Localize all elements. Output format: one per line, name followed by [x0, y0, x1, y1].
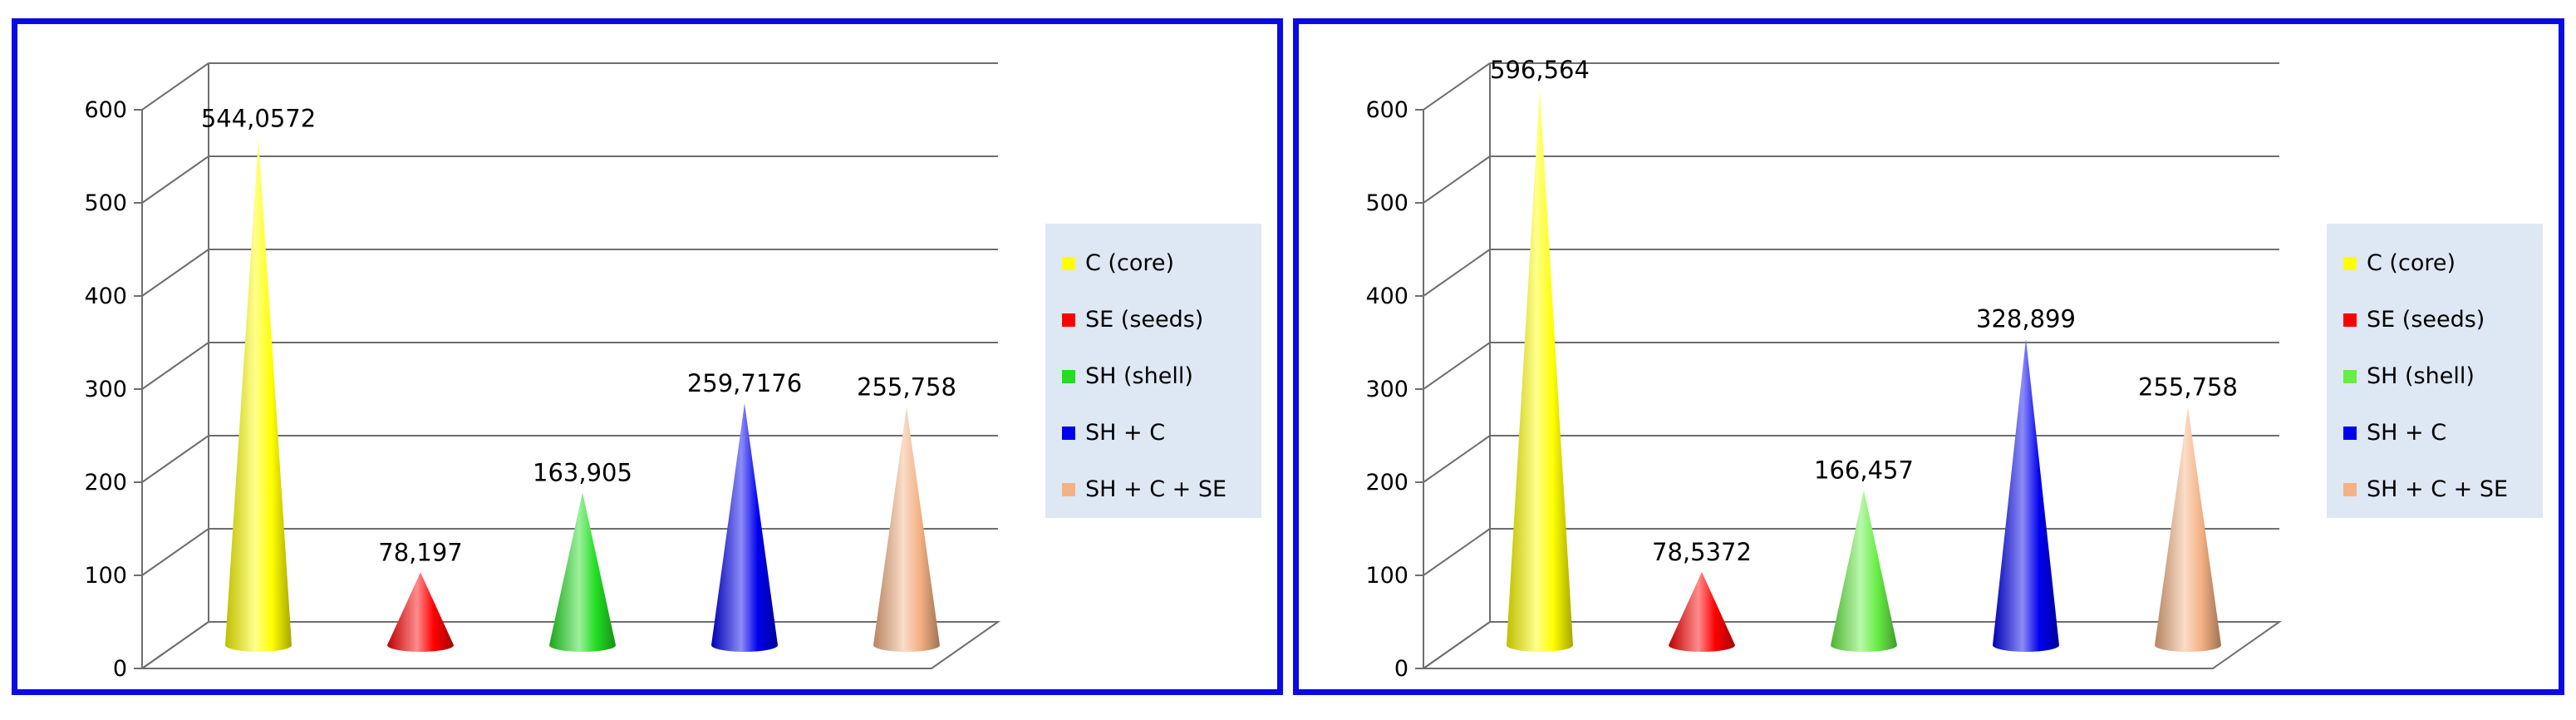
- data-label: 328,899: [1976, 305, 2076, 333]
- cone-3: [549, 492, 616, 652]
- legend-swatch: [2343, 313, 2357, 327]
- legend-label: C (core): [1085, 250, 1174, 276]
- chart-panel-left: 0 100 200 300 400 500 600 544,0572 78,197 163,905…: [12, 18, 1283, 695]
- legend-swatch: [1062, 257, 1075, 270]
- cone-body: [1831, 490, 1897, 652]
- y-tick-label: 500: [84, 190, 127, 216]
- cone-body: [1993, 338, 2059, 652]
- cone-body: [549, 492, 616, 652]
- gridline-diagonal: [141, 155, 209, 204]
- y-tick-label: 400: [1365, 284, 1408, 309]
- legend-label: SH + C + SE: [2367, 476, 2508, 502]
- cone-1: [1507, 89, 1573, 652]
- y-tick-label: 0: [1394, 656, 1408, 682]
- cone-body: [1669, 572, 1735, 652]
- legend-swatch: [1062, 370, 1075, 383]
- legend-swatch: [2343, 427, 2357, 440]
- legend-swatch: [2343, 483, 2357, 496]
- legend: C (core) SE (seeds) SH (shell) SH + C SH + C…: [2327, 224, 2543, 518]
- cone-body: [1507, 89, 1573, 652]
- y-tick-label: 0: [113, 656, 127, 682]
- chart-svg: 0 100 200 300 400 500 600 544,0572 78,197 163,905…: [84, 62, 1261, 682]
- legend-swatch: [1062, 313, 1075, 327]
- chart-floor: [1420, 621, 2283, 669]
- y-tick-label: 600: [84, 97, 127, 123]
- legend-label: SH + C: [2367, 420, 2446, 446]
- cone-body: [225, 138, 292, 652]
- cone-4: [1993, 338, 2059, 652]
- y-tick-label: 300: [84, 377, 127, 402]
- gridline-diagonal: [1423, 249, 1491, 297]
- cone-3: [1831, 490, 1897, 652]
- legend-label: C (core): [2367, 250, 2456, 276]
- legend-label: SH (shell): [2367, 363, 2475, 389]
- y-tick-label: 100: [1365, 563, 1408, 589]
- cone-body: [873, 407, 940, 652]
- data-label: 596,564: [1490, 56, 1590, 84]
- y-tick-label: 200: [1365, 470, 1408, 496]
- cone-body: [387, 572, 454, 652]
- legend-swatch: [2343, 257, 2357, 270]
- legend: C (core) SE (seeds) SH (shell) SH + C SH + C…: [1045, 224, 1261, 518]
- gridline-diagonal: [1423, 528, 1491, 576]
- chart-panel-right: 0 100 200 300 400 500 600 596,564 78,5372 166,457…: [1293, 18, 2564, 695]
- cone-4: [711, 403, 778, 652]
- legend-swatch: [2343, 370, 2357, 383]
- cone-body: [2155, 407, 2221, 652]
- data-label: 78,197: [378, 538, 462, 566]
- data-label: 163,905: [533, 458, 632, 486]
- gridline-diagonal: [141, 435, 209, 483]
- gridline-diagonal: [1423, 435, 1491, 483]
- data-label: 259,7176: [687, 369, 802, 397]
- data-label: 255,758: [857, 373, 956, 402]
- legend-label: SE (seeds): [2367, 307, 2485, 333]
- y-tick-label: 400: [84, 284, 127, 309]
- legend-swatch: [1062, 427, 1075, 440]
- cone-2: [1669, 572, 1735, 652]
- gridline-diagonal: [141, 62, 209, 111]
- y-tick-label: 200: [84, 470, 127, 496]
- chart-floor: [139, 621, 1001, 669]
- gridline-diagonal: [1423, 342, 1491, 390]
- legend-label: SH + C: [1085, 420, 1165, 446]
- data-label: 255,758: [2138, 373, 2238, 402]
- y-tick-label: 100: [84, 563, 127, 589]
- gridline-diagonal: [141, 249, 209, 297]
- cone-5: [2155, 407, 2221, 652]
- gridline-diagonal: [1423, 62, 1491, 111]
- y-tick-label: 300: [1365, 377, 1408, 402]
- data-label: 78,5372: [1652, 538, 1752, 566]
- gridline-diagonal: [141, 528, 209, 576]
- chart-svg: 0 100 200 300 400 500 600 596,564 78,5372 166,457…: [1365, 56, 2543, 682]
- legend-label: SE (seeds): [1085, 307, 1203, 333]
- gridline-diagonal: [1423, 155, 1491, 204]
- cone-2: [387, 572, 454, 652]
- legend-swatch: [1062, 483, 1075, 496]
- legend-box: [1045, 224, 1261, 518]
- legend-label: SH (shell): [1085, 363, 1193, 389]
- legend-label: SH + C + SE: [1085, 476, 1227, 502]
- gridline-diagonal: [141, 342, 209, 390]
- cone-5: [873, 407, 940, 652]
- y-tick-label: 500: [1365, 190, 1408, 216]
- cone-body: [711, 403, 778, 652]
- y-tick-label: 600: [1365, 97, 1408, 123]
- data-label: 544,0572: [201, 105, 316, 133]
- data-label: 166,457: [1814, 456, 1914, 485]
- cone-1: [225, 138, 292, 652]
- legend-box: [2327, 224, 2543, 518]
